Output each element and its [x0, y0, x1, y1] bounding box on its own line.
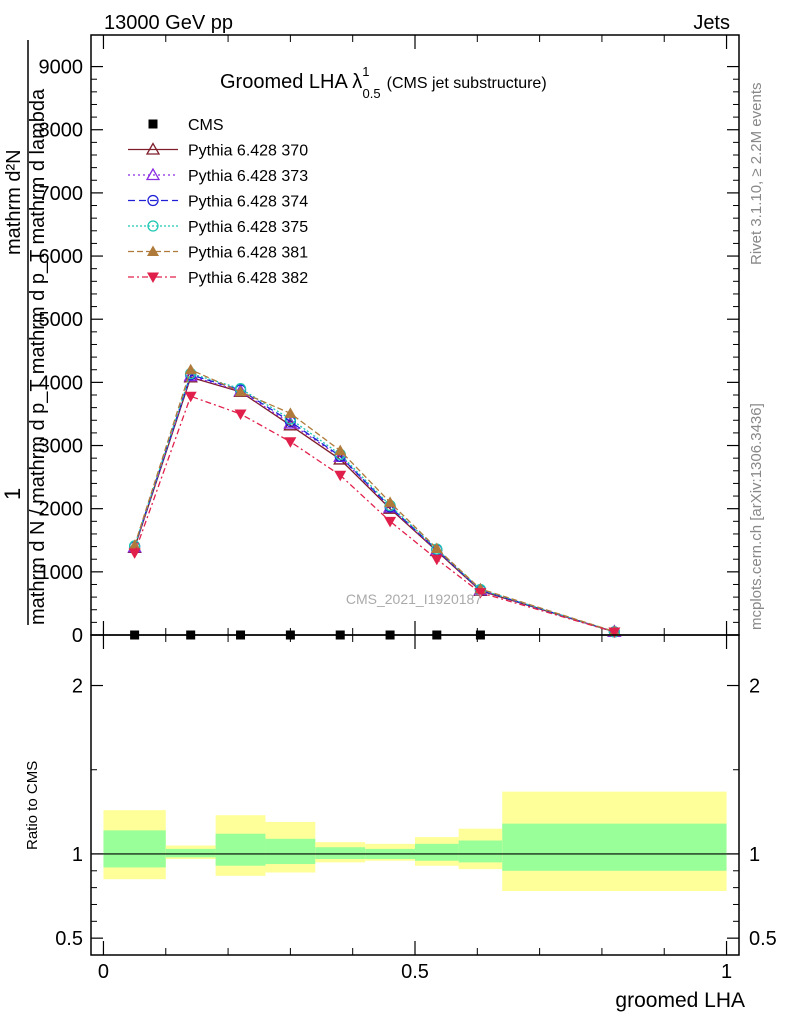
y-tick-label: 7000 — [39, 183, 84, 205]
ratio-band-inner — [103, 830, 166, 868]
y-tick-label: 1000 — [39, 562, 84, 584]
series-point — [284, 407, 297, 418]
legend-entry: Pythia 6.428 370 — [128, 142, 308, 160]
ratio-ticks: 0.5 0.5 1 1 2 2 0 0.5 1 — [55, 635, 777, 983]
ratio-band-inner — [502, 823, 727, 871]
header-left: 13000 GeV pp — [104, 12, 233, 34]
svg-text:Groomed LHA λ10.5(CMS jet subs: Groomed LHA λ1 0.5 (CMS jet substructure) — [220, 64, 547, 101]
series-p381 — [128, 363, 621, 637]
x-tick-label: 0 — [98, 961, 109, 983]
series-point — [384, 496, 397, 507]
title-main: Groomed LHA λ — [220, 71, 362, 93]
ratio-y-tick-label: 1 — [72, 844, 83, 866]
series-point — [334, 444, 347, 456]
ratio-bands — [91, 791, 739, 891]
y-tick-label: 4000 — [39, 372, 84, 394]
title-note: (CMS jet substructure) — [387, 75, 547, 92]
header-right: Jets — [693, 12, 730, 34]
series-point — [474, 588, 487, 599]
y-label-top: 1 — [0, 488, 25, 500]
legend-marker — [147, 245, 159, 256]
y-tick-label: 0 — [72, 625, 83, 647]
legend-entry: Pythia 6.428 375 — [128, 219, 308, 236]
ratio-panel: 0.5 0.5 1 1 2 2 0 0.5 1 — [55, 634, 777, 983]
x-tick-label: 1 — [721, 961, 732, 983]
ratio-band-inner — [415, 843, 459, 861]
y-tick-label: 8000 — [39, 120, 84, 142]
series-point — [334, 470, 347, 482]
y-tick-label: 9000 — [39, 57, 84, 79]
watermark: CMS_2021_I1920187 — [346, 591, 482, 607]
series-point — [128, 548, 141, 559]
legend-label: Pythia 6.428 381 — [188, 245, 308, 262]
series-point — [184, 363, 197, 375]
ratio-y-tick-label: 2 — [72, 676, 83, 698]
series-point — [430, 542, 443, 553]
plot-title: Groomed LHA λ1 0.5 (CMS jet substructure) — [220, 64, 547, 101]
legend-marker — [147, 272, 159, 283]
legend: CMS Pythia 6.428 370 Pythia 6.428 373 Pythi… — [128, 117, 308, 287]
legend-label: CMS — [188, 117, 224, 134]
series-point — [430, 554, 443, 566]
legend-marker — [148, 119, 158, 129]
x-axis-label: groomed LHA — [615, 989, 745, 1012]
legend-entry: Pythia 6.428 382 — [128, 270, 308, 287]
legend-marker — [145, 167, 161, 181]
series-point — [284, 437, 297, 448]
legend-marker — [147, 220, 159, 232]
ratio-band-inner — [265, 838, 316, 865]
legend-label: Pythia 6.428 375 — [188, 219, 308, 236]
legend-entry: CMS — [148, 117, 224, 134]
ratio-y-tick-label-right: 1 — [749, 844, 760, 866]
y-tick-label: 3000 — [39, 436, 84, 458]
legend-marker — [147, 194, 159, 207]
series-point — [384, 516, 397, 528]
series-point — [183, 368, 198, 382]
title-sub: 0.5 — [363, 86, 381, 101]
legend-marker — [145, 142, 161, 155]
mcplots-label: mcplots.cern.ch [arXiv:1306.3436] — [748, 403, 765, 630]
legend-label: Pythia 6.428 382 — [188, 270, 308, 287]
y-tick-label: 5000 — [39, 309, 84, 331]
legend-label: Pythia 6.428 374 — [188, 194, 308, 211]
series-point — [234, 409, 247, 420]
y-tick-label: 6000 — [39, 246, 84, 268]
legend-label: Pythia 6.428 373 — [188, 168, 308, 185]
ratio-band-inner — [165, 848, 216, 858]
ratio-band-inner — [458, 840, 503, 863]
ratio-y-tick-label: 0.5 — [55, 928, 83, 950]
x-tick-label: 0.5 — [401, 961, 429, 983]
series-p382 — [128, 391, 621, 638]
series-point — [184, 391, 197, 403]
y-label-main: mathrm d N / mathrm d p_T mathrm d p_T m… — [27, 88, 49, 625]
legend-entry: Pythia 6.428 381 — [128, 245, 308, 262]
title-sup: 1 — [362, 64, 369, 79]
series-point — [234, 385, 247, 397]
legend-entry: Pythia 6.428 373 — [128, 167, 308, 185]
y-tick-label: 2000 — [39, 499, 84, 521]
ratio-band-inner — [215, 833, 266, 866]
series-point — [608, 627, 621, 638]
series-point — [128, 539, 141, 550]
legend-label: Pythia 6.428 370 — [188, 143, 308, 160]
y-label-numerator: mathrm d²N — [3, 149, 25, 255]
series-point — [283, 418, 298, 431]
ratio-y-tick-label-right: 2 — [749, 676, 760, 698]
rivet-label: Rivet 3.1.10, ≥ 2.2M events — [748, 83, 765, 266]
main-ticks: 0 1000 2000 3000 4000 5000 6000 7000 8000 9000 — [39, 35, 739, 647]
ratio-y-tick-label-right: 0.5 — [749, 928, 777, 950]
main-panel: 0 1000 2000 3000 4000 5000 6000 7000 8000 9000 CM… — [39, 34, 740, 647]
series-line — [133, 373, 615, 633]
ratio-band-inner — [315, 847, 366, 859]
ratio-y-label: Ratio to CMS — [24, 761, 41, 850]
legend-entry: Pythia 6.428 374 — [128, 194, 308, 211]
